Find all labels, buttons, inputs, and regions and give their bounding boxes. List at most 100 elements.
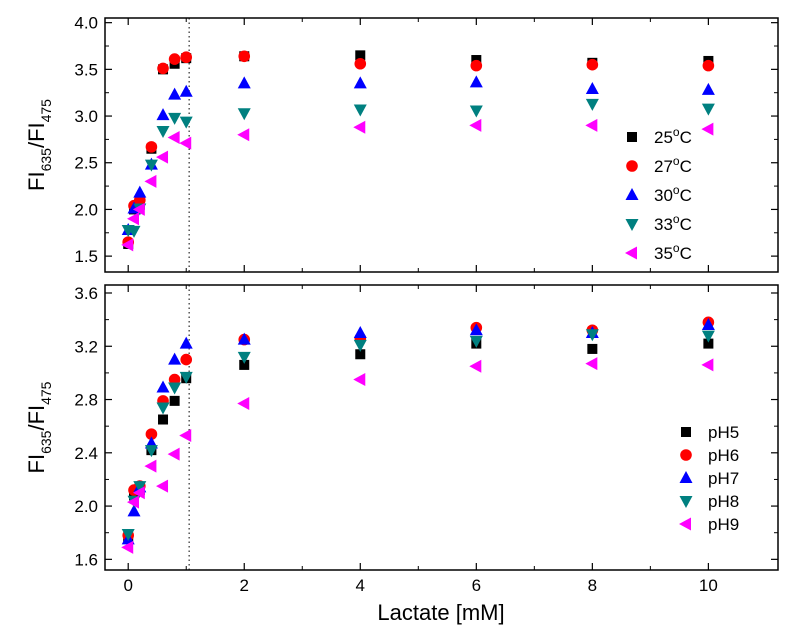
- legend-label: 27oC: [654, 154, 692, 176]
- data-point: [585, 118, 598, 132]
- y-tick-label: 3.5: [74, 60, 98, 79]
- legend-label: 25oC: [654, 125, 692, 147]
- data-point: [179, 84, 193, 97]
- y-axis-title-subscript: 475: [38, 381, 54, 405]
- data-point: [353, 104, 367, 117]
- data-point: [469, 335, 483, 348]
- data-point: [354, 57, 367, 70]
- y-tick-label: 1.5: [74, 247, 98, 266]
- data-point: [353, 76, 367, 89]
- data-point: [237, 108, 251, 121]
- legend-marker: [625, 246, 637, 260]
- data-point: [353, 373, 366, 387]
- data-point: [701, 122, 714, 136]
- y-axis-title-text: /FI: [24, 405, 49, 431]
- data-point: [469, 118, 482, 132]
- data-point: [156, 125, 170, 138]
- data-point: [156, 479, 169, 493]
- y-tick-label: 2.0: [74, 497, 98, 516]
- series-pH5: [123, 338, 714, 544]
- series-30: [121, 75, 715, 235]
- legend-label: pH6: [708, 446, 739, 465]
- series-pH8: [121, 329, 715, 542]
- y-tick-label: 1.6: [74, 550, 98, 569]
- data-point: [469, 323, 483, 336]
- data-point: [156, 402, 170, 415]
- data-point: [355, 349, 366, 360]
- data-point: [132, 486, 145, 500]
- data-point: [353, 325, 367, 338]
- y-axis-title-subscript: 635: [38, 148, 54, 172]
- data-point: [587, 343, 598, 354]
- data-point: [180, 353, 193, 366]
- y-axis-title-text: /FI: [24, 122, 49, 148]
- data-point: [701, 82, 715, 95]
- legend-marker: [679, 471, 693, 483]
- data-point: [701, 330, 715, 343]
- data-point: [167, 447, 180, 461]
- series-27: [122, 50, 715, 248]
- data-point: [355, 50, 366, 61]
- data-point: [179, 116, 193, 129]
- legend-label: pH9: [708, 515, 739, 534]
- data-point: [156, 150, 169, 164]
- data-point: [238, 50, 251, 63]
- y-tick-label: 2.5: [74, 154, 98, 173]
- data-point: [133, 481, 147, 494]
- y-axis-title-text: FI: [24, 454, 49, 474]
- y-axis-title: FI635/FI475: [24, 381, 54, 473]
- x-tick-label: 0: [123, 576, 132, 595]
- legend-marker: [679, 517, 691, 531]
- legend-marker: [626, 160, 638, 172]
- y-axis-title-subscript: 475: [38, 99, 54, 123]
- data-point: [121, 238, 134, 252]
- data-point: [156, 108, 170, 121]
- y-tick-label: 3.6: [74, 284, 98, 303]
- legend-marker: [627, 132, 637, 142]
- data-point: [469, 75, 483, 88]
- data-point: [168, 112, 182, 125]
- legend-label: pH8: [708, 492, 739, 511]
- data-point: [144, 159, 158, 172]
- y-tick-label: 4.0: [74, 14, 98, 33]
- y-tick-label: 2.0: [74, 200, 98, 219]
- data-point: [179, 336, 193, 349]
- y-tick-label: 3.0: [74, 107, 98, 126]
- plot-frame: [104, 17, 779, 273]
- data-point: [168, 382, 182, 395]
- series-pH6: [122, 316, 715, 542]
- data-point: [158, 414, 169, 425]
- data-point: [121, 540, 134, 554]
- data-point: [237, 332, 251, 345]
- data-point: [127, 212, 140, 226]
- data-point: [585, 81, 599, 94]
- panel-temperature: 1.5 2.0 2.5 3.0 3.5 4.0 FI635/FI475 25oC 27oC 30o…: [24, 14, 779, 273]
- data-point: [180, 51, 193, 64]
- data-point: [121, 529, 135, 542]
- panel-ph: 1.62.02.42.83.23.60 2 4 6 8 10FI635/FI475pH5p…: [24, 284, 779, 595]
- data-point: [168, 87, 182, 100]
- y-axis-title-text: FI: [24, 171, 49, 191]
- data-point: [469, 105, 483, 118]
- data-point: [144, 459, 157, 473]
- data-point: [157, 62, 169, 75]
- data-point: [179, 428, 192, 442]
- plot-frame: [104, 284, 779, 571]
- data-point: [237, 351, 251, 364]
- series-33: [121, 98, 715, 238]
- data-point: [353, 339, 367, 352]
- data-point: [179, 371, 193, 384]
- legend-label: 30oC: [654, 183, 692, 205]
- data-point: [168, 373, 181, 386]
- data-point: [168, 53, 181, 65]
- data-point: [127, 495, 140, 509]
- legend-label: pH5: [708, 423, 739, 442]
- data-point: [585, 357, 598, 371]
- legend-label: 33oC: [654, 212, 692, 234]
- data-point: [169, 395, 180, 406]
- data-point: [127, 504, 141, 517]
- data-point: [156, 380, 170, 393]
- series-pH7: [121, 317, 715, 545]
- y-tick-label: 2.4: [74, 444, 98, 463]
